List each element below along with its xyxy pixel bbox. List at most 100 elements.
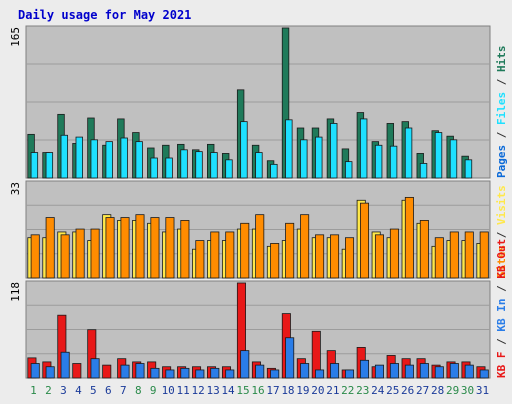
bar-sites-day-16 <box>255 214 265 279</box>
bar-sites-day-2 <box>45 217 55 279</box>
x-tick-label-day-7: 7 <box>120 384 127 397</box>
bar-kb-in-day-27 <box>419 363 429 379</box>
bar-kb-in-day-23 <box>359 359 370 379</box>
bar-files-day-29 <box>449 139 458 179</box>
bar-kb-in-day-25 <box>389 363 399 379</box>
legend-entry-kb-in: KB In <box>495 299 508 332</box>
legend-entry-pages: Pages <box>495 145 508 178</box>
x-tick-label-day-23: 23 <box>356 384 369 397</box>
panel-visits-sites: 33 Sites / Visits <box>9 180 508 279</box>
x-tick-label-day-25: 25 <box>386 384 399 397</box>
x-axis-labels: 1 2 3 4 5 6 7 8 9 10 11 12 13 14 15 16 17 18 19 20 21 22 23 24 2… <box>30 384 489 397</box>
panels-layer: 165 Pages / Files / Hits 33 Sites / Visits 1… <box>9 25 508 379</box>
bar-sites-day-27 <box>419 220 429 279</box>
x-tick-label-day-1: 1 <box>30 384 37 397</box>
bar-sites-day-25 <box>389 228 399 279</box>
x-tick-label-day-17: 17 <box>266 384 279 397</box>
legend-separator: / <box>495 72 508 92</box>
legend-separator: / <box>495 332 508 352</box>
bar-kb-in-day-2 <box>45 366 55 379</box>
ymax-label-visits-sites: 33 <box>9 182 22 195</box>
legend-entry-sites: Sites <box>495 245 508 278</box>
bar-sites-day-4 <box>75 228 85 279</box>
bar-files-day-28 <box>434 132 443 179</box>
bar-files-day-3 <box>60 134 69 179</box>
bar-kb-in-day-17 <box>270 369 280 379</box>
legend-entry-files: Files <box>495 92 508 125</box>
bar-kb-in-day-19 <box>300 363 310 379</box>
bar-kb-in-day-3 <box>60 351 70 379</box>
bar-files-day-11 <box>180 149 188 179</box>
x-tick-label-day-10: 10 <box>162 384 175 397</box>
x-tick-label-day-16: 16 <box>251 384 264 397</box>
bar-sites-day-14 <box>225 231 235 279</box>
bar-files-day-8 <box>135 141 143 179</box>
bar-kb-in-day-29 <box>449 363 459 379</box>
bar-sites-day-6 <box>105 217 115 279</box>
bar-kb-in-day-20 <box>315 369 325 379</box>
bar-files-day-9 <box>150 157 158 179</box>
bar-files-day-21 <box>330 123 338 179</box>
bar-kb-in-day-30 <box>464 364 474 379</box>
x-tick-label-day-26: 26 <box>401 384 414 397</box>
bar-files-day-30 <box>464 159 473 179</box>
bar-files-day-18 <box>285 119 293 179</box>
bar-sites-day-23 <box>359 202 370 279</box>
bar-sites-day-19 <box>300 214 310 279</box>
bar-sites-day-18 <box>285 222 295 279</box>
x-tick-label-day-19: 19 <box>296 384 309 397</box>
bar-files-day-26 <box>404 127 413 179</box>
x-tick-label-day-4: 4 <box>75 384 82 397</box>
legend-entry-hits: Hits <box>495 46 508 73</box>
bar-files-day-7 <box>120 137 128 179</box>
x-tick-label-day-9: 9 <box>150 384 157 397</box>
bar-files-day-10 <box>165 157 173 179</box>
bar-sites-day-13 <box>210 231 220 279</box>
bar-kb-in-day-9 <box>150 367 160 379</box>
x-tick-label-day-31: 31 <box>476 384 489 397</box>
bar-sites-day-17 <box>270 243 280 279</box>
x-tick-label-day-6: 6 <box>105 384 112 397</box>
bar-sites-day-21 <box>330 234 340 279</box>
bar-kb-in-day-21 <box>330 363 340 379</box>
x-tick-label-day-30: 30 <box>461 384 474 397</box>
bar-kb-in-day-24 <box>374 364 384 379</box>
x-tick-label-day-18: 18 <box>281 384 294 397</box>
bar-files-day-27 <box>419 163 428 179</box>
bar-files-day-25 <box>389 145 398 179</box>
series-kb-in-kb-in-out <box>30 337 489 379</box>
x-tick-label-day-24: 24 <box>371 384 385 397</box>
x-tick-label-day-27: 27 <box>416 384 429 397</box>
bar-files-day-17 <box>270 163 278 179</box>
bar-sites-day-30 <box>464 231 474 279</box>
panel-kb-in-out: 118 KB F / KB In / KB Out <box>9 239 508 379</box>
bar-sites-day-7 <box>120 217 130 279</box>
series-files-hits-files-pages <box>30 118 473 179</box>
bar-sites-day-5 <box>90 228 100 279</box>
legend-separator: / <box>495 225 508 245</box>
bar-kb-in-day-18 <box>285 337 295 379</box>
legend-entry-kb-f: KB F <box>495 352 508 379</box>
bar-sites-day-8 <box>135 214 145 279</box>
bar-sites-day-29 <box>449 231 459 279</box>
bar-kb-in-day-26 <box>404 364 414 379</box>
bar-files-day-23 <box>359 118 368 179</box>
legend-entry-visits: Visits <box>495 185 508 225</box>
bar-kb-in-day-7 <box>120 364 130 379</box>
bar-kb-out-day-6 <box>102 364 112 379</box>
ymax-label-hits-files-pages: 165 <box>9 27 22 47</box>
bar-sites-day-11 <box>180 220 190 279</box>
x-tick-label-day-8: 8 <box>135 384 142 397</box>
x-tick-label-day-22: 22 <box>341 384 354 397</box>
bar-sites-day-28 <box>434 237 444 279</box>
bar-sites-day-10 <box>165 217 175 279</box>
bar-kb-in-day-28 <box>434 366 444 379</box>
bar-sites-day-15 <box>240 222 250 279</box>
x-tick-label-day-5: 5 <box>90 384 97 397</box>
bar-files-day-4 <box>75 136 83 179</box>
bar-sites-day-26 <box>404 196 414 279</box>
side-label-kb-in-out: KB F / KB In / KB Out <box>495 239 508 378</box>
bar-files-day-14 <box>225 159 233 179</box>
bar-kb-in-day-31 <box>479 369 489 379</box>
